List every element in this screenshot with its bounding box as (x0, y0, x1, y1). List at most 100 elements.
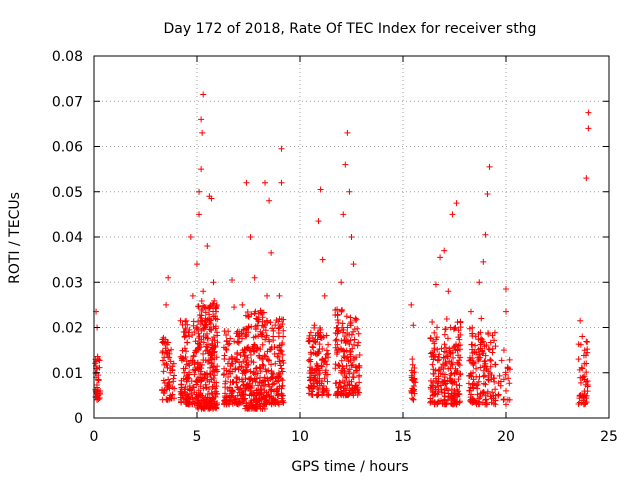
data-point (466, 387, 473, 394)
data-point (577, 317, 584, 324)
data-point (320, 382, 327, 389)
data-point (451, 370, 458, 377)
data-point (351, 336, 358, 343)
data-point (198, 297, 205, 304)
data-point (271, 343, 278, 350)
data-point (480, 380, 487, 387)
data-point (187, 234, 194, 240)
data-point (583, 378, 590, 385)
data-point (456, 371, 463, 378)
data-point (575, 356, 582, 363)
data-point (94, 396, 101, 403)
data-point (307, 377, 314, 384)
data-point (195, 398, 202, 405)
data-point (263, 320, 270, 327)
data-point (184, 339, 191, 346)
data-point (308, 385, 315, 392)
data-point (170, 378, 177, 385)
data-point (195, 405, 202, 412)
data-point (354, 391, 361, 398)
data-point (454, 359, 461, 366)
data-point (246, 376, 253, 383)
data-point (503, 401, 509, 408)
data-point (198, 361, 205, 368)
data-point (340, 211, 347, 218)
data-point (456, 336, 463, 343)
data-point (272, 360, 279, 367)
data-point (409, 369, 416, 376)
data-point (431, 347, 438, 354)
data-point (408, 301, 415, 308)
data-point (354, 387, 361, 394)
data-point (466, 357, 473, 364)
data-point (195, 326, 202, 333)
data-point (485, 376, 492, 383)
data-point (213, 354, 220, 361)
data-point (456, 382, 463, 389)
data-point (410, 322, 417, 329)
data-point (226, 398, 233, 405)
data-point (351, 326, 358, 333)
data-point (495, 391, 502, 398)
data-point (469, 360, 476, 367)
data-point (442, 381, 449, 388)
data-point (340, 329, 347, 336)
data-point (181, 333, 188, 340)
data-point (443, 315, 450, 322)
x-axis-ticks: 0 5 10 15 20 25 (90, 56, 618, 445)
data-point (274, 353, 281, 360)
data-point (491, 375, 498, 382)
y-tick-label: 0.04 (52, 230, 83, 246)
data-point (478, 315, 485, 322)
data-point (242, 312, 249, 319)
data-point (280, 327, 287, 334)
data-point (482, 401, 489, 408)
data-point (342, 373, 349, 380)
data-point (255, 332, 262, 339)
data-point (268, 345, 275, 352)
data-point (469, 324, 476, 331)
data-point (506, 356, 513, 363)
data-point (186, 326, 193, 333)
data-point (95, 387, 102, 394)
data-point (485, 331, 492, 338)
data-point (202, 317, 209, 324)
data-point (259, 314, 266, 321)
data-point (257, 328, 264, 335)
data-point (278, 365, 285, 372)
data-point (408, 387, 415, 394)
data-point (476, 351, 483, 358)
y-tick-label: 0 (74, 411, 83, 427)
data-point (584, 338, 591, 345)
data-point (315, 218, 322, 225)
data-point (194, 360, 201, 367)
data-point (257, 346, 264, 353)
data-point (451, 400, 458, 407)
data-point (477, 393, 484, 400)
data-point (263, 389, 270, 396)
data-point (449, 361, 456, 368)
data-point (427, 335, 434, 342)
data-point (273, 398, 280, 405)
data-point (309, 343, 316, 350)
data-point (429, 388, 436, 395)
data-point (242, 375, 249, 382)
data-point (199, 129, 206, 136)
data-point (220, 372, 227, 379)
data-point (496, 372, 503, 379)
data-point (220, 344, 227, 351)
data-point (306, 384, 313, 391)
data-point (583, 175, 590, 182)
data-point (204, 335, 211, 342)
data-point (479, 348, 486, 355)
data-point (201, 371, 208, 378)
data-point (448, 390, 455, 397)
data-point (183, 373, 190, 380)
data-point (314, 336, 321, 343)
data-point (312, 350, 319, 357)
data-point (211, 297, 218, 304)
y-tick-label: 0.03 (52, 275, 83, 291)
data-point (233, 379, 240, 386)
data-point (255, 310, 262, 317)
data-point (310, 338, 317, 345)
